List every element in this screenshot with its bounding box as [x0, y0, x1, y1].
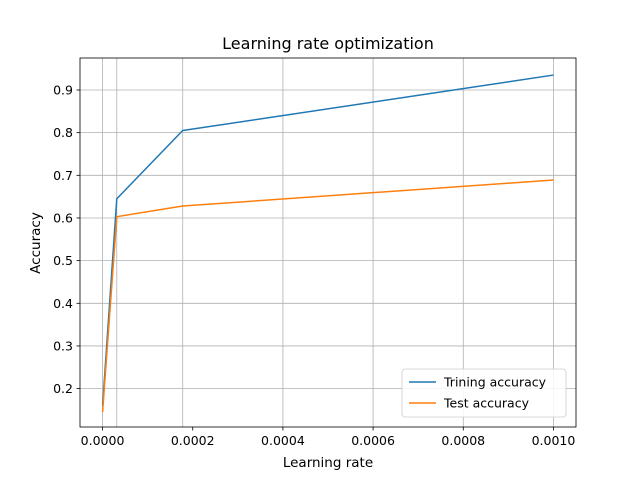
x-axis-label: Learning rate — [283, 455, 373, 471]
y-tick-label: 0.9 — [53, 82, 73, 97]
y-tick-label: 0.5 — [53, 253, 73, 268]
y-tick-label: 0.3 — [53, 338, 73, 353]
series-line-1 — [101, 74, 554, 406]
x-tick-label: 0.0010 — [532, 433, 576, 448]
chart-title: Learning rate optimization — [222, 34, 434, 53]
x-tick-label: 0.0002 — [171, 433, 215, 448]
y-tick-label: 0.8 — [53, 125, 73, 140]
x-tick-label: 0.0000 — [81, 433, 125, 448]
plot-frame — [79, 57, 577, 428]
x-tick-label: 0.0008 — [441, 433, 485, 448]
y-tick-label: 0.4 — [53, 296, 73, 311]
y-tick-label: 0.7 — [53, 168, 73, 183]
legend-label-2: Test accuracy — [443, 396, 530, 411]
x-tick-label: 0.0006 — [351, 433, 395, 448]
series-line-2 — [101, 179, 554, 413]
y-tick-label: 0.6 — [53, 210, 73, 225]
legend-box — [401, 368, 567, 418]
y-axis-label: Accuracy — [28, 212, 44, 274]
x-tick-label: 0.0004 — [261, 433, 305, 448]
legend-label-1: Trining accuracy — [443, 375, 547, 390]
y-tick-label: 0.2 — [53, 381, 73, 396]
